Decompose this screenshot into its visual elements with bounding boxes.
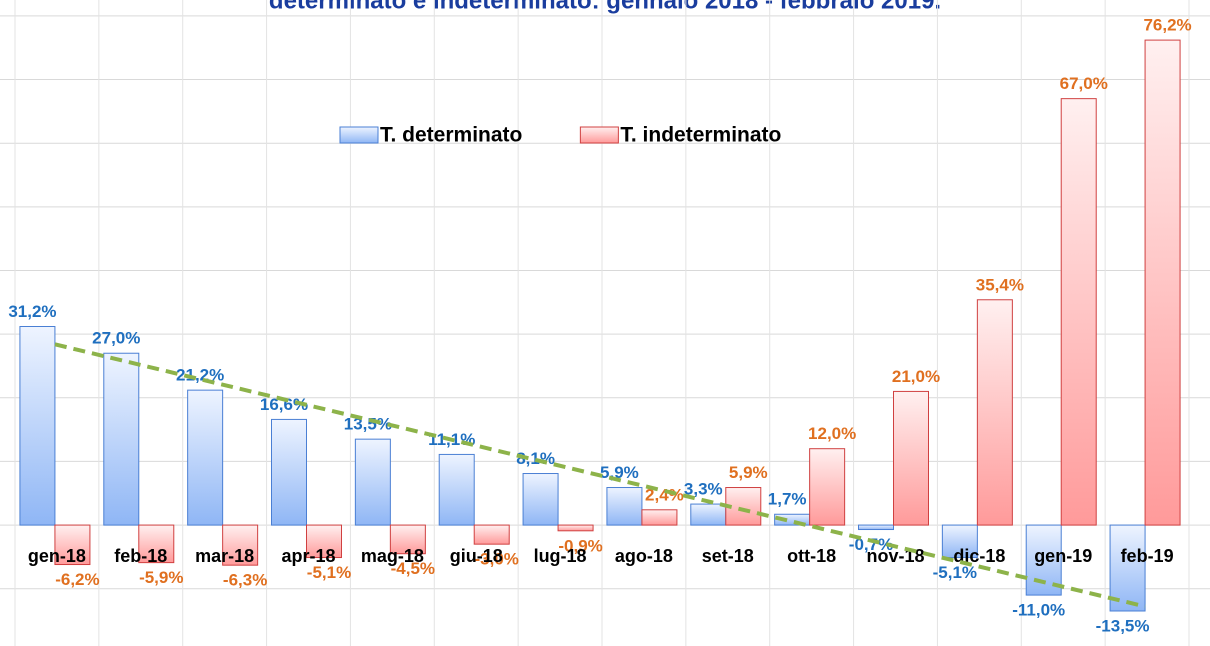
value-label: 21,0% — [892, 367, 940, 386]
legend-label: T. determinato — [380, 124, 522, 147]
bar — [690, 503, 727, 526]
value-label: 76,2% — [1143, 16, 1191, 35]
value-label: -5,9% — [139, 568, 183, 587]
value-label: -5,1% — [307, 563, 351, 582]
bar — [222, 524, 259, 566]
value-label: 5,9% — [729, 463, 768, 482]
x-tick-label: mar-18 — [195, 546, 254, 566]
value-label: 12,0% — [808, 424, 856, 443]
value-label: 35,4% — [976, 275, 1024, 294]
x-tick-label: set-18 — [702, 546, 754, 566]
bar — [1144, 39, 1181, 526]
x-tick-label: feb-19 — [1121, 546, 1174, 566]
bar — [187, 389, 224, 526]
bar — [473, 524, 510, 545]
value-label: 21,2% — [176, 366, 224, 385]
value-label: -0,9% — [558, 536, 602, 555]
value-label: -6,2% — [55, 570, 99, 589]
bar — [641, 509, 678, 526]
bar — [1060, 98, 1097, 526]
x-tick-label: gen-18 — [28, 546, 86, 566]
x-tick-label: giu-18 — [450, 546, 503, 566]
bar — [557, 524, 594, 532]
value-label: -5,1% — [933, 563, 977, 582]
bar — [271, 418, 307, 526]
value-label: 16,6% — [260, 395, 308, 414]
x-tick-label: mag-18 — [361, 546, 424, 566]
x-tick-label: nov-18 — [866, 546, 924, 566]
value-label: -3,0% — [475, 550, 519, 569]
chart-title: determinato e indeterminato: gennaio 201… — [269, 0, 941, 14]
bar — [858, 524, 894, 531]
value-label: 13,5% — [344, 415, 392, 434]
legend-swatch — [579, 126, 619, 144]
value-label: 27,0% — [92, 329, 140, 348]
bar — [19, 326, 56, 526]
value-label: 31,2% — [8, 302, 56, 321]
x-tick-label: feb-18 — [114, 546, 167, 566]
value-label: 1,7% — [768, 490, 807, 509]
bar — [941, 524, 978, 559]
bar — [522, 473, 559, 526]
legend-label: T. indeterminato — [620, 124, 781, 147]
bar — [103, 352, 140, 526]
bar — [809, 448, 846, 526]
x-tick-label: ago-18 — [615, 546, 673, 566]
value-label: -13,5% — [1096, 616, 1150, 635]
value-label: -4,5% — [391, 559, 435, 578]
value-label: 3,3% — [684, 480, 723, 499]
bar — [354, 438, 391, 526]
bar — [1109, 524, 1146, 612]
x-tick-label: lug-18 — [534, 546, 587, 566]
x-tick-label: ott-18 — [787, 546, 836, 566]
trendline — [54, 342, 1146, 609]
bar — [438, 453, 475, 526]
bar — [976, 299, 1013, 526]
value-label: -6,3% — [223, 571, 267, 590]
bar — [389, 524, 426, 555]
x-tick-label: apr-18 — [281, 546, 335, 566]
bar — [54, 524, 91, 566]
legend-swatch — [339, 126, 379, 144]
bar — [138, 524, 175, 564]
value-label: 67,0% — [1060, 74, 1108, 93]
bar — [306, 524, 342, 559]
value-label: -11,0% — [1012, 601, 1065, 620]
x-tick-label: dic-18 — [953, 546, 1005, 566]
bar — [606, 487, 643, 526]
x-tick-label: gen-19 — [1034, 546, 1092, 566]
bar — [893, 390, 929, 526]
